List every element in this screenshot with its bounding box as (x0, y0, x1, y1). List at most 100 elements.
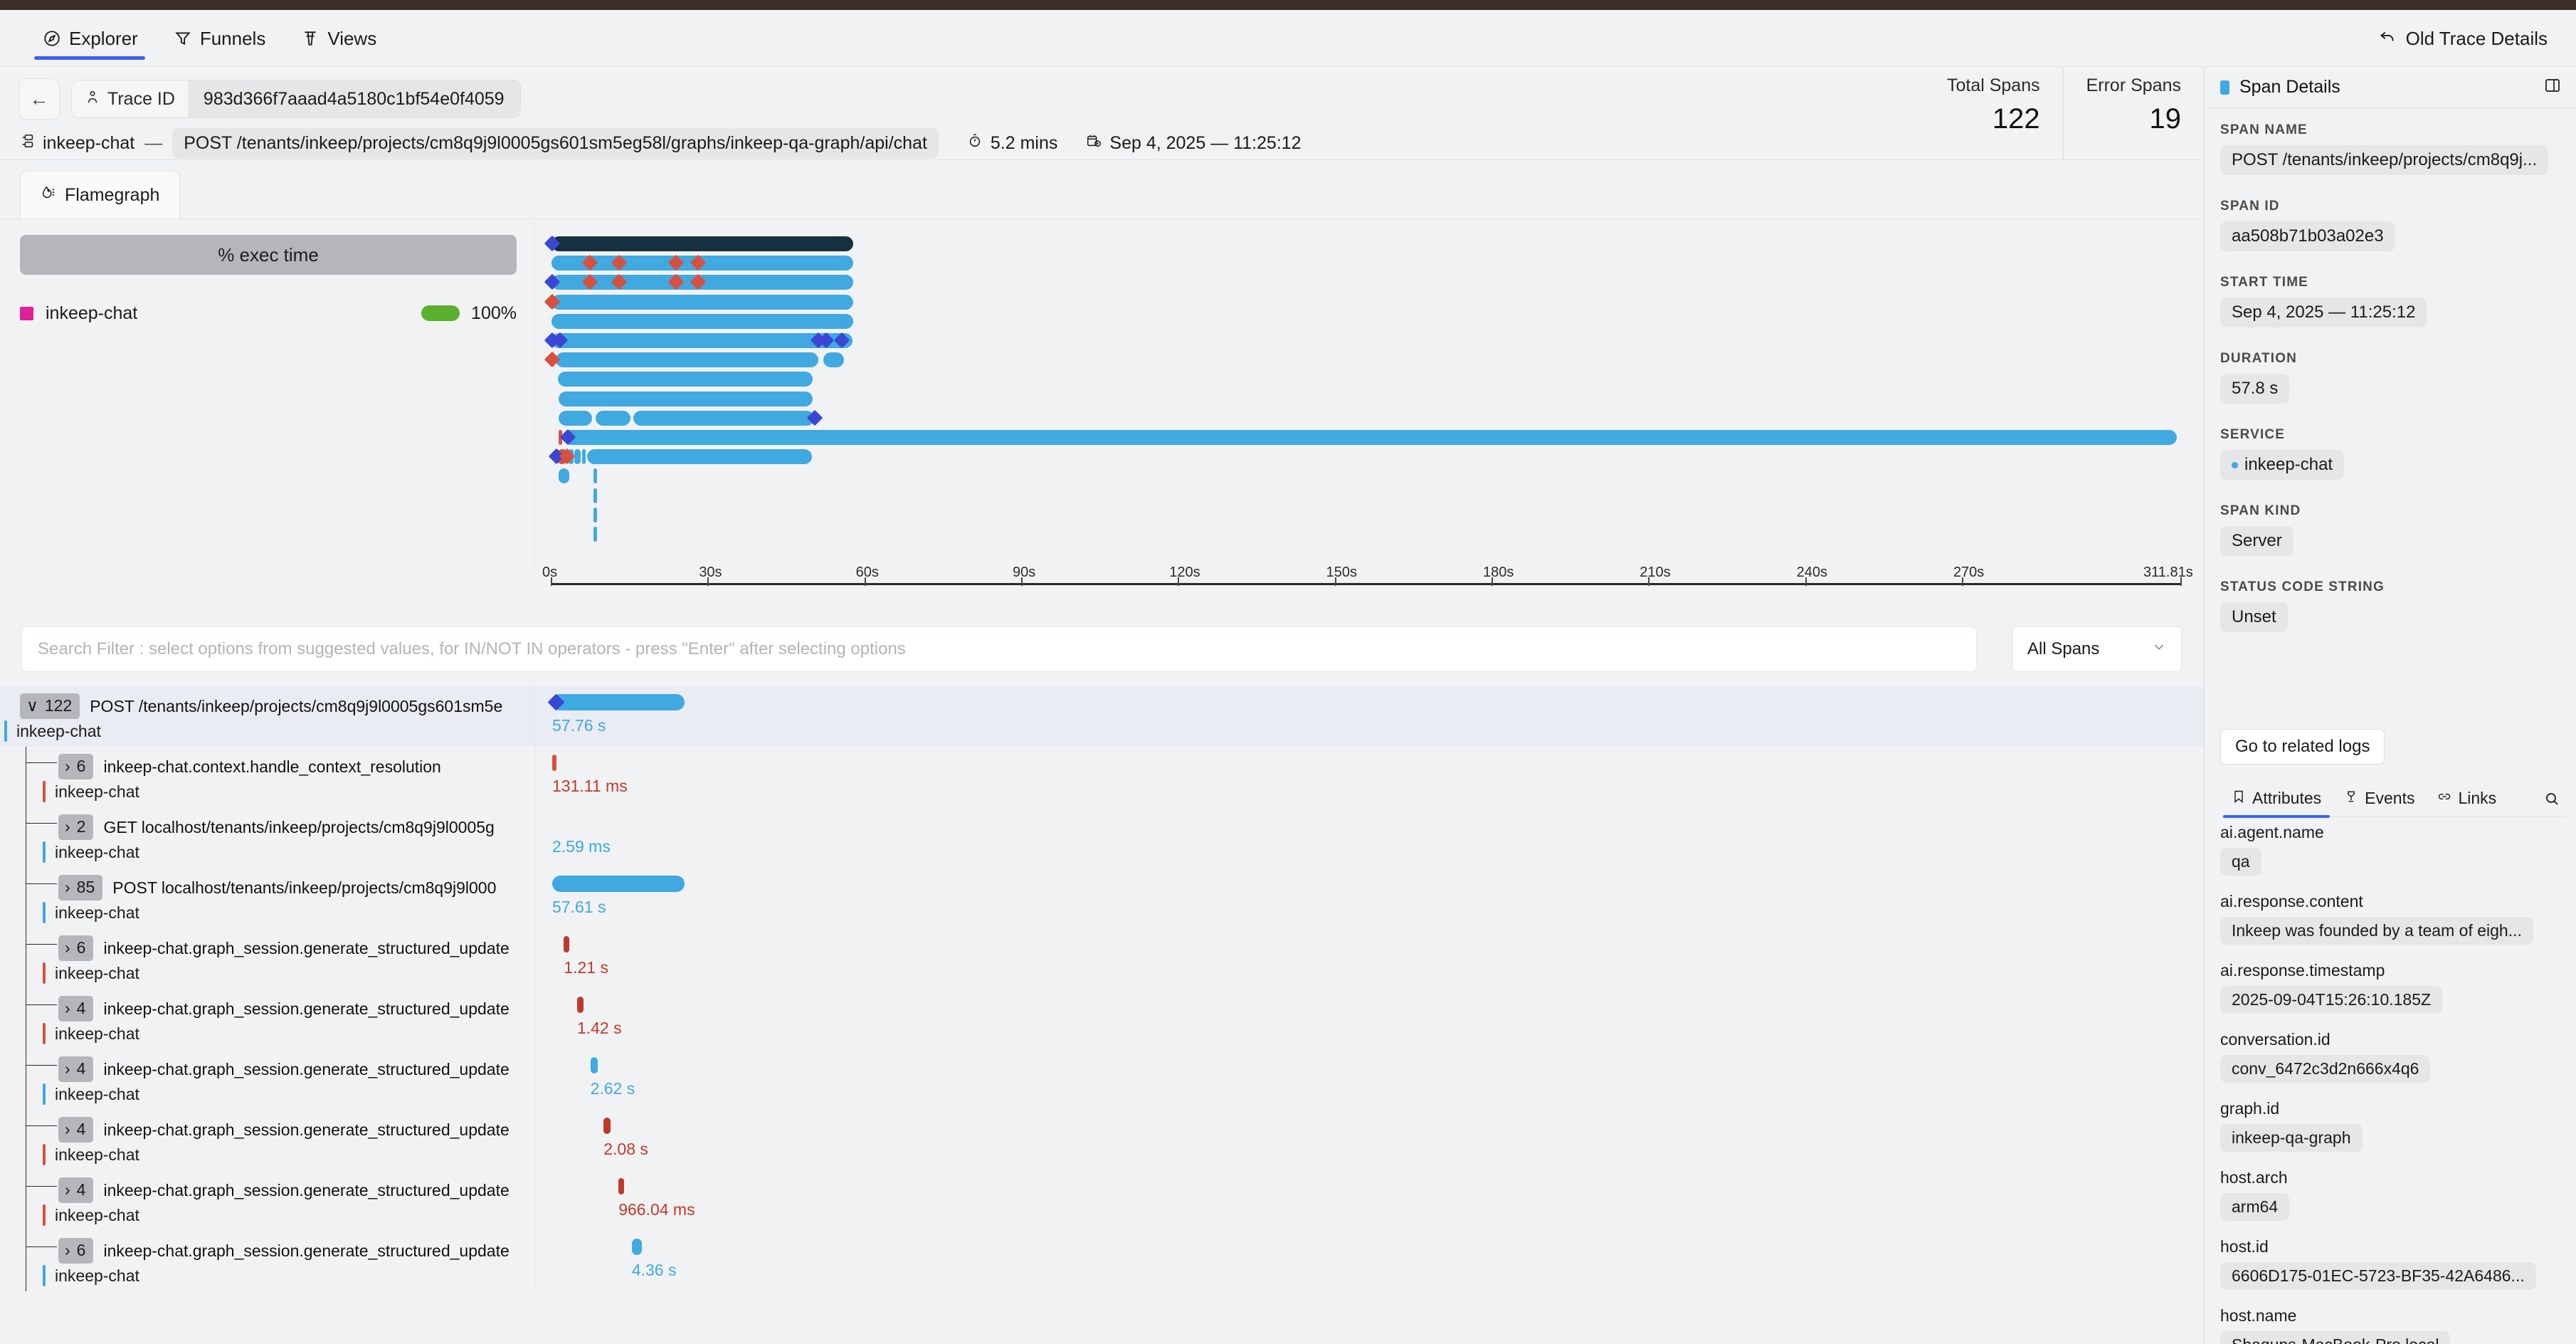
tab-events[interactable]: Events (2333, 780, 2426, 817)
go-to-related-logs-button[interactable]: Go to related logs (2220, 729, 2385, 765)
flamegraph-bar[interactable] (551, 294, 854, 310)
span-bar-cell[interactable]: 57.61 s (535, 868, 2204, 928)
trace-id-chip[interactable]: Trace ID 983d366f7aaad4a5180c1bf54e0f405… (71, 80, 521, 118)
span-expand-toggle[interactable]: › 4 (58, 1177, 94, 1203)
span-bar-cell[interactable]: 57.76 s (535, 686, 2204, 747)
flamegraph-canvas[interactable] (534, 222, 2204, 571)
span-duration-bar[interactable] (603, 1118, 611, 1134)
span-bar-cell[interactable]: 4.36 s (535, 1231, 2204, 1291)
search-input[interactable] (38, 639, 1960, 659)
tab-views[interactable]: Views (285, 10, 396, 67)
flamegraph-bar[interactable] (557, 372, 813, 387)
flamegraph-bar[interactable] (633, 410, 814, 426)
span-expand-toggle[interactable]: › 2 (58, 814, 94, 840)
tab-explorer[interactable]: Explorer (27, 10, 158, 67)
span-duration-bar[interactable] (564, 936, 570, 952)
flamegraph-bar[interactable] (581, 449, 586, 465)
span-row[interactable]: › 2 GET localhost/tenants/inkeep/projects/… (0, 807, 2204, 868)
flamegraph-bar[interactable] (558, 391, 813, 406)
span-row[interactable]: › 6 inkeep-chat.context.handle_context_res… (0, 747, 2204, 807)
flamegraph-bar[interactable] (551, 333, 853, 348)
span-row[interactable]: › 6 inkeep-chat.graph_session.generate_str… (0, 1231, 2204, 1291)
flamegraph-bar[interactable] (558, 468, 569, 484)
tab-flamegraph[interactable]: Flamegraph (20, 171, 181, 219)
span-bar-cell[interactable]: 1.42 s (535, 989, 2204, 1049)
attribute-value[interactable]: inkeep-qa-graph (2220, 1124, 2363, 1152)
span-row[interactable]: › 4 inkeep-chat.graph_session.generate_str… (0, 1170, 2204, 1231)
flamegraph-bar[interactable] (593, 507, 597, 523)
span-expand-toggle[interactable]: › 4 (58, 1117, 94, 1143)
span-expand-toggle[interactable]: ∨ 122 (20, 693, 80, 719)
span-tree-cell[interactable]: › 85 POST localhost/tenants/inkeep/project… (0, 868, 535, 928)
attributes-search-icon[interactable] (2543, 790, 2566, 807)
span-tree-cell[interactable]: › 4 inkeep-chat.graph_session.generate_str… (0, 1170, 535, 1231)
flamegraph-bar[interactable] (574, 449, 581, 465)
flamegraph-bar[interactable] (823, 352, 845, 368)
span-row[interactable]: › 4 inkeep-chat.graph_session.generate_str… (0, 1049, 2204, 1110)
detail-field-value[interactable]: Unset (2220, 602, 2288, 632)
span-tree-cell[interactable]: › 4 inkeep-chat.graph_session.generate_str… (0, 989, 535, 1049)
span-expand-toggle[interactable]: › 4 (58, 996, 94, 1022)
span-bar-cell[interactable]: 2.62 s (535, 1049, 2204, 1110)
flamegraph-bar[interactable] (558, 410, 593, 426)
detail-field-value[interactable]: aa508b71b03a02e3 (2220, 221, 2395, 251)
flamegraph-bar[interactable] (593, 468, 597, 484)
span-tree-cell[interactable]: › 6 inkeep-chat.graph_session.generate_str… (0, 928, 535, 989)
detail-field-value[interactable]: 57.8 s (2220, 374, 2290, 404)
span-tree-cell[interactable]: › 4 inkeep-chat.graph_session.generate_str… (0, 1110, 535, 1170)
legend-item-inkeep-chat[interactable]: inkeep-chat 100% (20, 299, 517, 327)
search-filter-box[interactable] (21, 626, 1977, 672)
exec-time-button[interactable]: % exec time (20, 235, 517, 275)
span-duration-bar[interactable] (618, 1178, 625, 1195)
span-tree-cell[interactable]: ∨ 122 POST /tenants/inkeep/projects/cm8q9j… (0, 686, 535, 747)
span-tree-cell[interactable]: › 6 inkeep-chat.graph_session.generate_str… (0, 1231, 535, 1291)
detail-field-value[interactable]: Sep 4, 2025 — 11:25:12 (2220, 298, 2427, 327)
span-duration-bar[interactable] (576, 997, 584, 1013)
span-expand-toggle[interactable]: › 6 (58, 935, 94, 961)
attribute-value[interactable]: conv_6472c3d2n666x4q6 (2220, 1055, 2431, 1083)
flamegraph-bar[interactable] (586, 449, 812, 465)
span-expand-toggle[interactable]: › 85 (58, 875, 103, 901)
span-duration-bar[interactable] (552, 876, 685, 892)
flamegraph-bar[interactable] (593, 488, 597, 503)
span-row[interactable]: › 6 inkeep-chat.graph_session.generate_str… (0, 928, 2204, 989)
span-row[interactable]: › 4 inkeep-chat.graph_session.generate_str… (0, 1110, 2204, 1170)
span-bar-cell[interactable]: 2.59 ms (535, 807, 2204, 868)
span-scope-select[interactable]: All Spans (2012, 626, 2182, 672)
span-row[interactable]: › 4 inkeep-chat.graph_session.generate_str… (0, 989, 2204, 1049)
detail-field-value[interactable]: Server (2220, 526, 2293, 556)
span-tree-cell[interactable]: › 6 inkeep-chat.context.handle_context_res… (0, 747, 535, 807)
span-duration-bar[interactable] (631, 1239, 642, 1255)
flamegraph-bar[interactable] (551, 236, 854, 251)
flamegraph-bar[interactable] (595, 410, 630, 426)
span-bar-cell[interactable]: 131.11 ms (535, 747, 2204, 807)
span-bar-cell[interactable]: 1.21 s (535, 928, 2204, 989)
collapse-panel-icon[interactable] (2544, 77, 2561, 98)
attribute-value[interactable]: 6606D175-01EC-5723-BF35-42A6486... (2220, 1262, 2536, 1290)
span-expand-toggle[interactable]: › 4 (58, 1056, 94, 1082)
attribute-value[interactable]: Shaguns-MacBook-Pro.local (2220, 1331, 2451, 1344)
span-bar-cell[interactable]: 966.04 ms (535, 1170, 2204, 1231)
tab-funnels[interactable]: Funnels (158, 10, 286, 67)
span-expand-toggle[interactable]: › 6 (58, 1238, 94, 1264)
span-duration-bar[interactable] (590, 1057, 598, 1073)
attribute-value[interactable]: 2025-09-04T15:26:10.185Z (2220, 986, 2443, 1014)
detail-field-value[interactable]: inkeep-chat (2220, 450, 2345, 480)
span-duration-bar[interactable] (552, 755, 556, 771)
span-waterfall[interactable]: ∨ 122 POST /tenants/inkeep/projects/cm8q9j… (0, 686, 2204, 1344)
flamegraph-bar[interactable] (593, 527, 597, 542)
span-duration-bar[interactable] (552, 694, 685, 710)
span-tree-cell[interactable]: › 2 GET localhost/tenants/inkeep/projects/… (0, 807, 535, 868)
span-row[interactable]: › 85 POST localhost/tenants/inkeep/project… (0, 868, 2204, 928)
span-expand-toggle[interactable]: › 6 (58, 754, 94, 779)
flamegraph-bar[interactable] (551, 313, 854, 329)
detail-field-value[interactable]: POST /tenants/inkeep/projects/cm8q9j... (2220, 145, 2549, 175)
old-trace-details-button[interactable]: Old Trace Details (2378, 10, 2548, 67)
span-bar-cell[interactable]: 2.08 s (535, 1110, 2204, 1170)
span-row[interactable]: ∨ 122 POST /tenants/inkeep/projects/cm8q9j… (0, 686, 2204, 747)
tab-links[interactable]: Links (2426, 780, 2508, 817)
flamegraph-bar[interactable] (563, 430, 2178, 445)
attribute-value[interactable]: arm64 (2220, 1193, 2290, 1221)
span-tree-cell[interactable]: › 4 inkeep-chat.graph_session.generate_str… (0, 1049, 535, 1110)
attribute-value[interactable]: Inkeep was founded by a team of eigh... (2220, 917, 2533, 945)
